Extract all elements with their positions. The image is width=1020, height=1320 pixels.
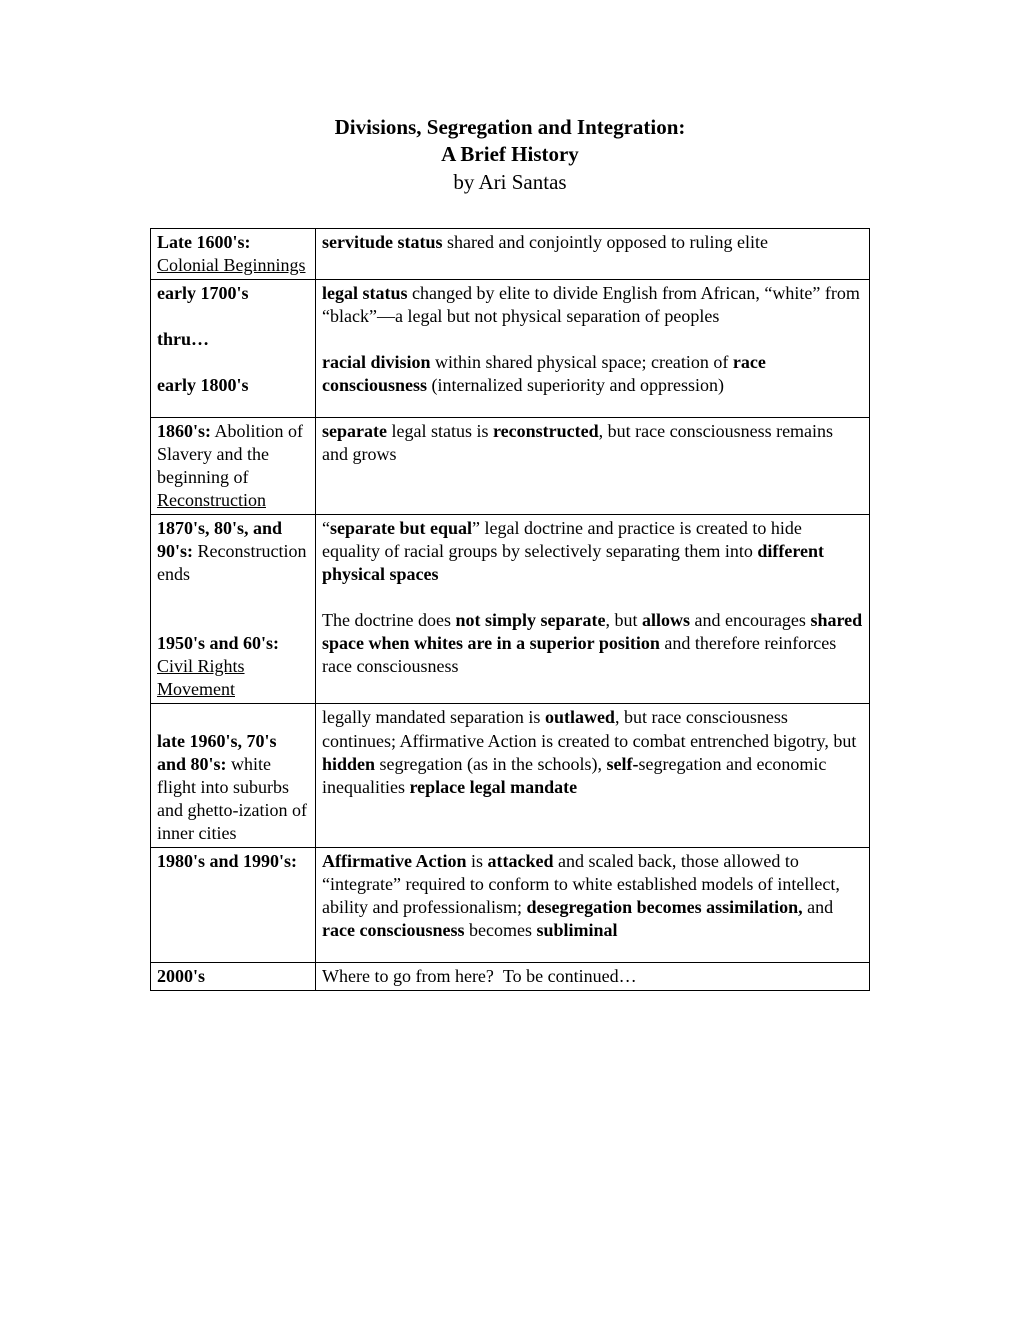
period-cell: 1860's: Abolition of Slavery and the beg… [151, 418, 316, 515]
period-cell: 2000's [151, 962, 316, 990]
period-cell: early 1700'sthru…early 1800's [151, 279, 316, 417]
description-cell: servitude status shared and conjointly o… [316, 228, 870, 279]
page-title: Divisions, Segregation and Integration: [150, 114, 870, 141]
description-cell: legally mandated separation is outlawed,… [316, 704, 870, 847]
description-cell: legal status changed by elite to divide … [316, 279, 870, 417]
table-row: Late 1600's:Colonial Beginningsservitude… [151, 228, 870, 279]
period-cell: 1980's and 1990's: [151, 847, 316, 962]
history-table: Late 1600's:Colonial Beginningsservitude… [150, 228, 870, 991]
page-subtitle: A Brief History [150, 141, 870, 168]
period-cell: late 1960's, 70's and 80's: white flight… [151, 704, 316, 847]
table-row: 2000'sWhere to go from here? To be conti… [151, 962, 870, 990]
table-row: 1980's and 1990's:Affirmative Action is … [151, 847, 870, 962]
table-row: 1860's: Abolition of Slavery and the beg… [151, 418, 870, 515]
description-cell: Affirmative Action is attacked and scale… [316, 847, 870, 962]
description-cell: Where to go from here? To be continued… [316, 962, 870, 990]
title-block: Divisions, Segregation and Integration: … [150, 114, 870, 196]
table-row: early 1700'sthru…early 1800'slegal statu… [151, 279, 870, 417]
period-cell: Late 1600's:Colonial Beginnings [151, 228, 316, 279]
period-cell: 1870's, 80's, and 90's: Reconstruction e… [151, 515, 316, 704]
table-row: 1870's, 80's, and 90's: Reconstruction e… [151, 515, 870, 704]
page-author: by Ari Santas [150, 169, 870, 196]
description-cell: “separate but equal” legal doctrine and … [316, 515, 870, 704]
table-row: late 1960's, 70's and 80's: white flight… [151, 704, 870, 847]
description-cell: separate legal status is reconstructed, … [316, 418, 870, 515]
